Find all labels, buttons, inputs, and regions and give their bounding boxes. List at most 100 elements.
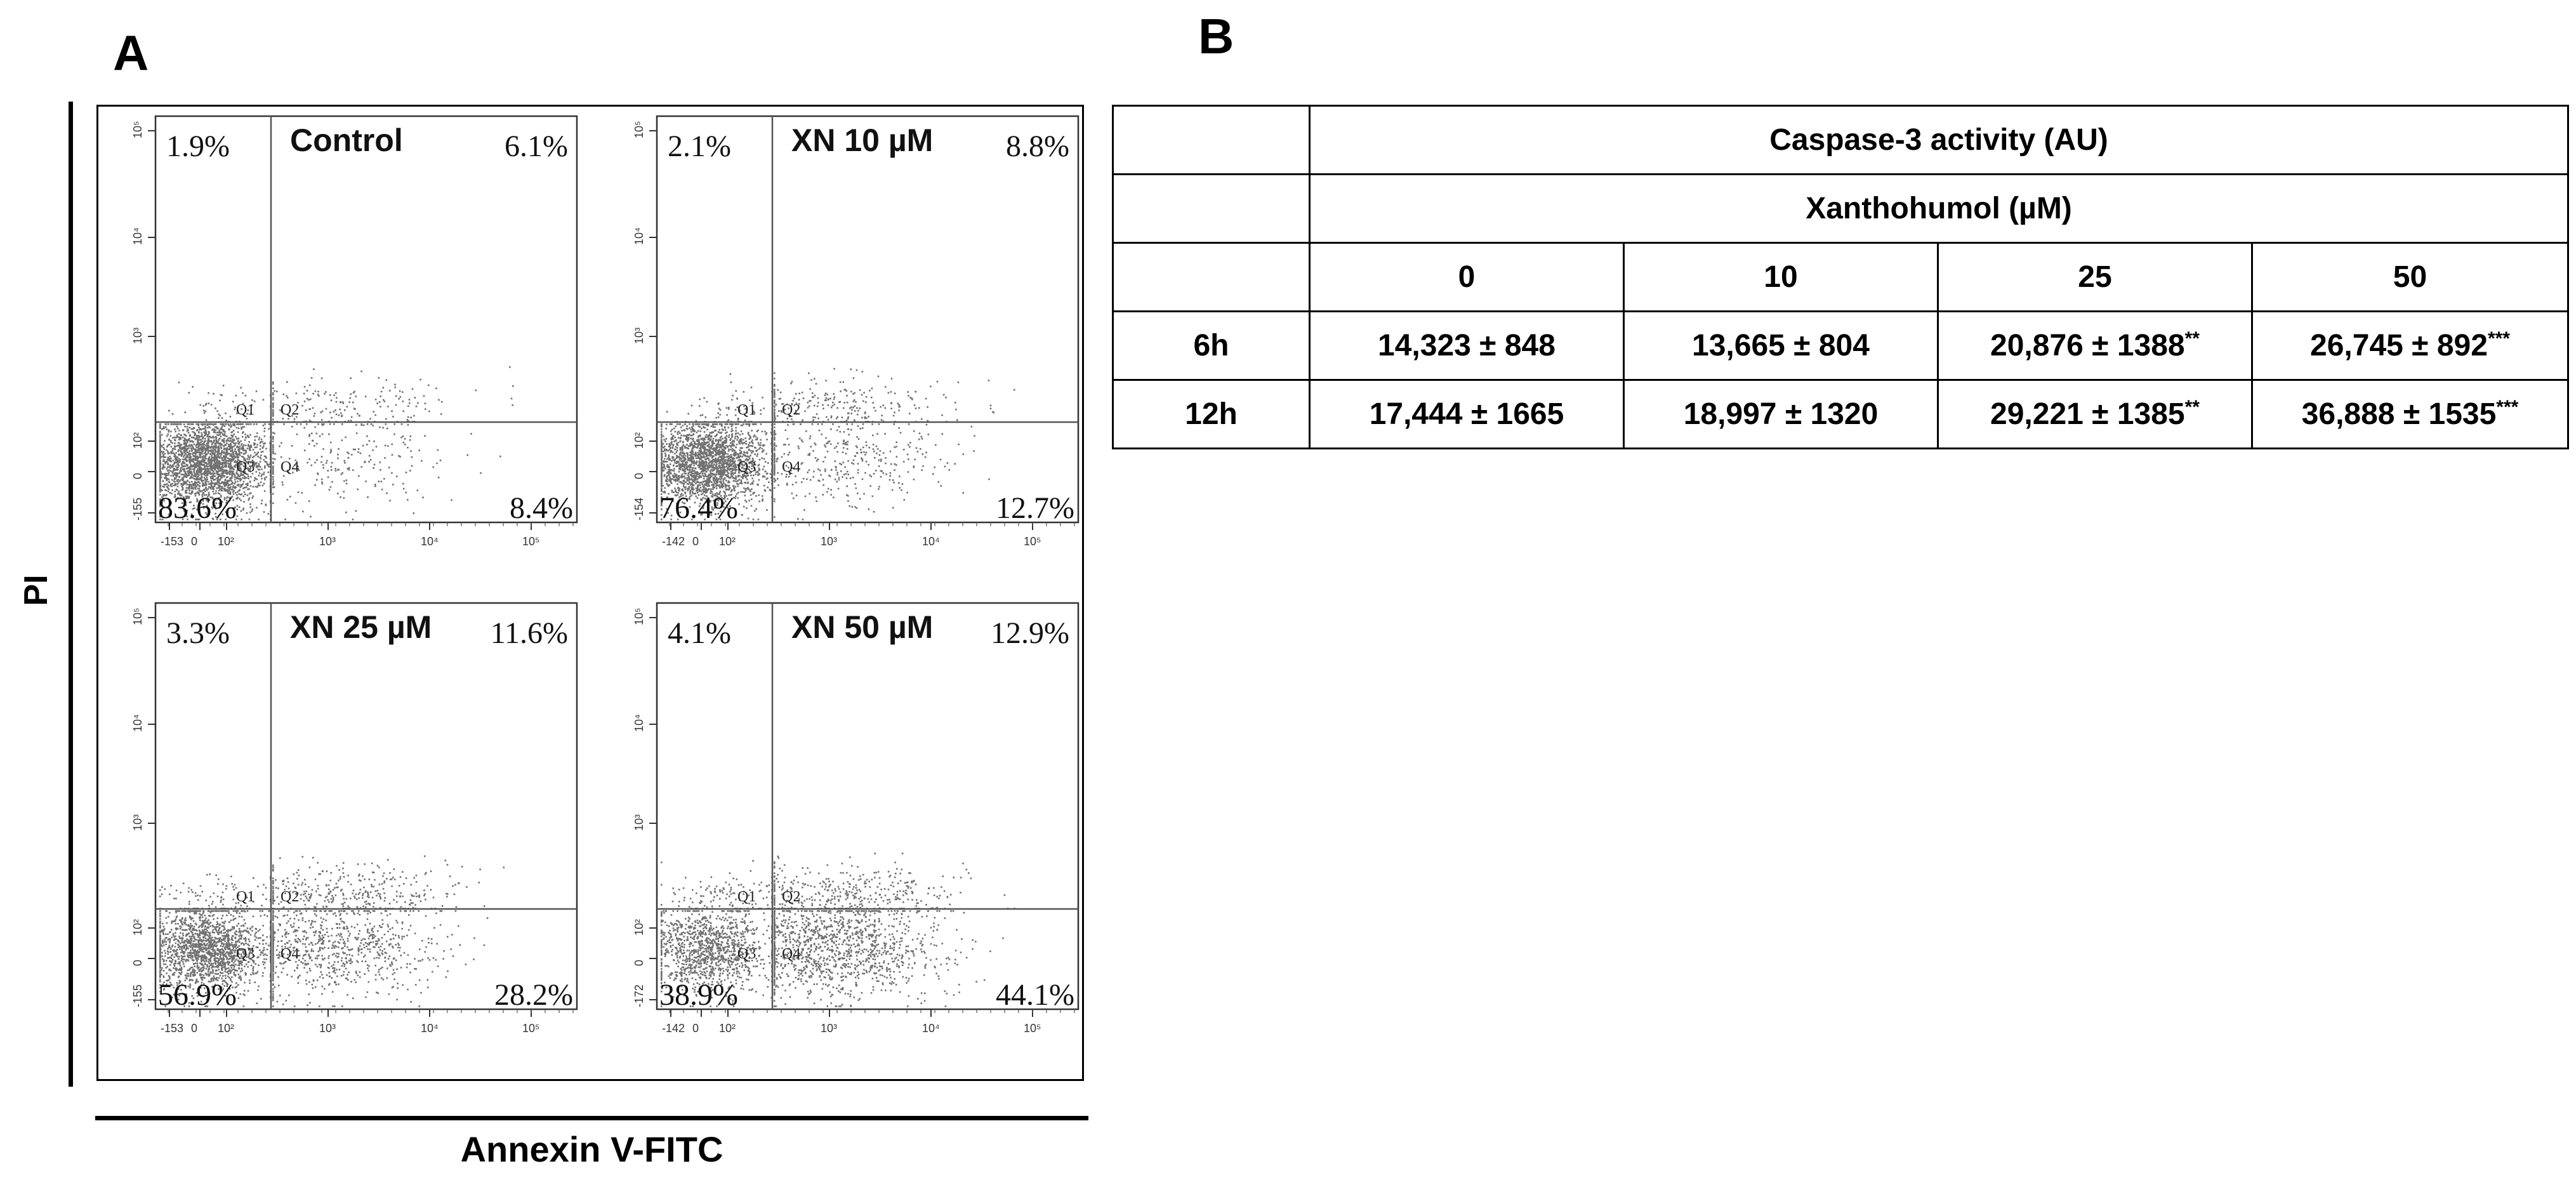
gate-label: Q4 — [782, 459, 800, 475]
x-tick-label: 0 — [191, 1022, 197, 1035]
x-tick-label: 10⁵ — [522, 1022, 539, 1035]
flow-cytometry-frame: 10⁵ 10⁴ 10³ 10² 0 -155 -153 0 10² 10³ 10⁴ 10⁵ Q1 Q2 Q3… — [96, 105, 1084, 1081]
x-axis-label: Annexin V-FITC — [460, 1129, 723, 1169]
x-tick-label: 10⁴ — [922, 1022, 940, 1035]
table-cell: 18,997 ± 1320 — [1623, 379, 1939, 449]
y-axis-label: PI — [18, 574, 55, 606]
cell-events — [159, 366, 514, 520]
gate-label: Q1 — [737, 889, 756, 905]
plot-border — [154, 602, 578, 1011]
table-cell: 14,323 ± 848 — [1309, 310, 1625, 381]
quadrant-percentage: 83.6% — [158, 491, 237, 525]
quadrant-percentage: 28.2% — [494, 978, 573, 1012]
y-tick-label: 10³ — [131, 814, 144, 831]
gate-label: Q1 — [236, 402, 254, 418]
y-tick-label: 10³ — [131, 328, 144, 344]
y-tick-label: 10² — [633, 919, 645, 936]
flow-plot-svg: 10⁵ 10⁴ 10³ 10² 0 -155 -153 0 10² 10³ 10⁴ 10⁵ Q1 Q2 Q3… — [131, 115, 578, 548]
y-tick-label: 10⁴ — [131, 714, 144, 732]
table-cell: 20,876 ± 1388** — [1937, 310, 2253, 381]
cell-events — [159, 855, 505, 1007]
x-tick-label: 10³ — [821, 535, 837, 548]
quadrant-percentage: 11.6% — [491, 616, 568, 650]
table-row: 6h 14,323 ± 848 13,665 ± 804 20,876 ± 13… — [1112, 310, 2569, 381]
quadrant-percentage: 38.9% — [659, 978, 738, 1012]
x-tick-label: 0 — [692, 1022, 699, 1035]
x-tick-label: -153 — [161, 535, 183, 548]
cell-value: 20,876 ± 1388 — [1990, 329, 2185, 362]
quadrant-percentage: 8.4% — [510, 491, 573, 525]
y-tick-label: -154 — [633, 498, 645, 520]
quadrant-percentage: 56.9% — [158, 978, 237, 1012]
table-row-label: 12h — [1112, 379, 1311, 449]
table-header-cell: 10 — [1623, 242, 1939, 312]
plot-title: XN 25 µM — [290, 609, 432, 645]
y-tick-label: 10³ — [633, 814, 645, 831]
table-cell: 26,745 ± 892*** — [2251, 310, 2569, 381]
x-tick-label: 10³ — [319, 1022, 336, 1035]
table-group-row: Xanthohumol (µM) — [1112, 173, 2569, 244]
flow-plot-control: 10⁵ 10⁴ 10³ 10² 0 -155 -153 0 10² 10³ 10⁴ 10⁵ Q1 Q2 Q3… — [100, 107, 595, 593]
table-header-cell: 50 — [2251, 242, 2569, 312]
x-tick-label: -153 — [161, 1022, 183, 1035]
table-header-cell: 25 — [1937, 242, 2253, 312]
quadrant-percentage: 8.8% — [1006, 129, 1069, 163]
table-corner-cell — [1112, 242, 1311, 312]
flow-plot-svg: 10⁵ 10⁴ 10³ 10² 0 -172 -142 0 10² 10³ 10⁴ 10⁵ Q1 Q2 Q3… — [633, 602, 1080, 1035]
quadrant-percentage: 12.9% — [991, 616, 1069, 650]
y-tick-label: 10⁴ — [131, 227, 144, 245]
x-tick-label: 10⁴ — [922, 535, 940, 548]
quadrant-percentage: 3.3% — [166, 616, 230, 650]
plot-title: XN 10 µM — [791, 123, 933, 158]
y-tick-label: -172 — [633, 984, 645, 1007]
y-axis-bracket-line — [69, 102, 73, 1087]
gate-label: Q3 — [737, 459, 756, 475]
gate-label: Q2 — [782, 402, 800, 418]
table-row-label: 6h — [1112, 310, 1311, 381]
y-tick-label: 10² — [131, 432, 144, 449]
cell-value: 36,888 ± 1535 — [2301, 397, 2497, 431]
gate-label: Q4 — [281, 459, 299, 475]
table-row: 12h 17,444 ± 1665 18,997 ± 1320 29,221 ±… — [1112, 379, 2569, 449]
y-tick-label: 0 — [633, 473, 645, 479]
y-tick-label: 10⁵ — [131, 608, 144, 625]
quadrant-percentage: 44.1% — [996, 978, 1074, 1012]
x-tick-label: 10² — [719, 1022, 736, 1035]
plot-border — [154, 115, 578, 524]
cell-value: 13,665 ± 804 — [1692, 329, 1870, 362]
y-tick-label: -155 — [131, 984, 144, 1007]
y-tick-label: 0 — [131, 960, 144, 966]
cell-significance: ** — [2184, 397, 2200, 418]
x-tick-label: 0 — [692, 535, 699, 548]
quadrant-percentage: 12.7% — [996, 491, 1074, 525]
cell-value: 17,444 ± 1665 — [1369, 397, 1564, 431]
table-corner-cell — [1112, 173, 1311, 244]
cell-events — [661, 368, 1015, 520]
y-tick-label: 10⁵ — [633, 608, 645, 625]
caspase-table: Caspase-3 activity (AU) Xanthohumol (µM)… — [1112, 105, 2569, 449]
plot-border — [656, 602, 1080, 1011]
quadrant-percentage: 76.4% — [659, 491, 738, 525]
y-tick-label: 10⁴ — [633, 714, 645, 732]
flow-plot-svg: 10⁵ 10⁴ 10³ 10² 0 -154 -142 0 10² 10³ 10⁴ 10⁵ Q1 Q2 Q3… — [633, 115, 1080, 548]
x-tick-label: 10⁵ — [1024, 1022, 1041, 1035]
x-axis-bracket-line — [95, 1116, 1088, 1120]
plot-title: Control — [290, 123, 403, 158]
gate-label: Q2 — [782, 889, 800, 905]
gate-label: Q3 — [737, 946, 756, 962]
cell-value: 18,997 ± 1320 — [1683, 397, 1879, 431]
plot-title: XN 50 µM — [791, 609, 933, 645]
y-tick-label: 10² — [131, 919, 144, 936]
table-column-group: Xanthohumol (µM) — [1309, 173, 2569, 244]
table-cell: 13,665 ± 804 — [1623, 310, 1939, 381]
table-cell: 29,221 ± 1385** — [1937, 379, 2253, 449]
y-tick-label: 10³ — [633, 328, 645, 344]
table-title-row: Caspase-3 activity (AU) — [1112, 105, 2569, 175]
flow-plot-xn50: 10⁵ 10⁴ 10³ 10² 0 -172 -142 0 10² 10³ 10⁴ 10⁵ Q1 Q2 Q3… — [601, 593, 1096, 1080]
cell-value: 26,745 ± 892 — [2310, 329, 2488, 362]
x-tick-label: 10⁵ — [522, 535, 539, 548]
x-tick-label: 10² — [719, 535, 736, 548]
table-corner-cell — [1112, 105, 1311, 175]
cell-significance: ** — [2184, 328, 2200, 349]
y-tick-label: 0 — [633, 960, 645, 966]
